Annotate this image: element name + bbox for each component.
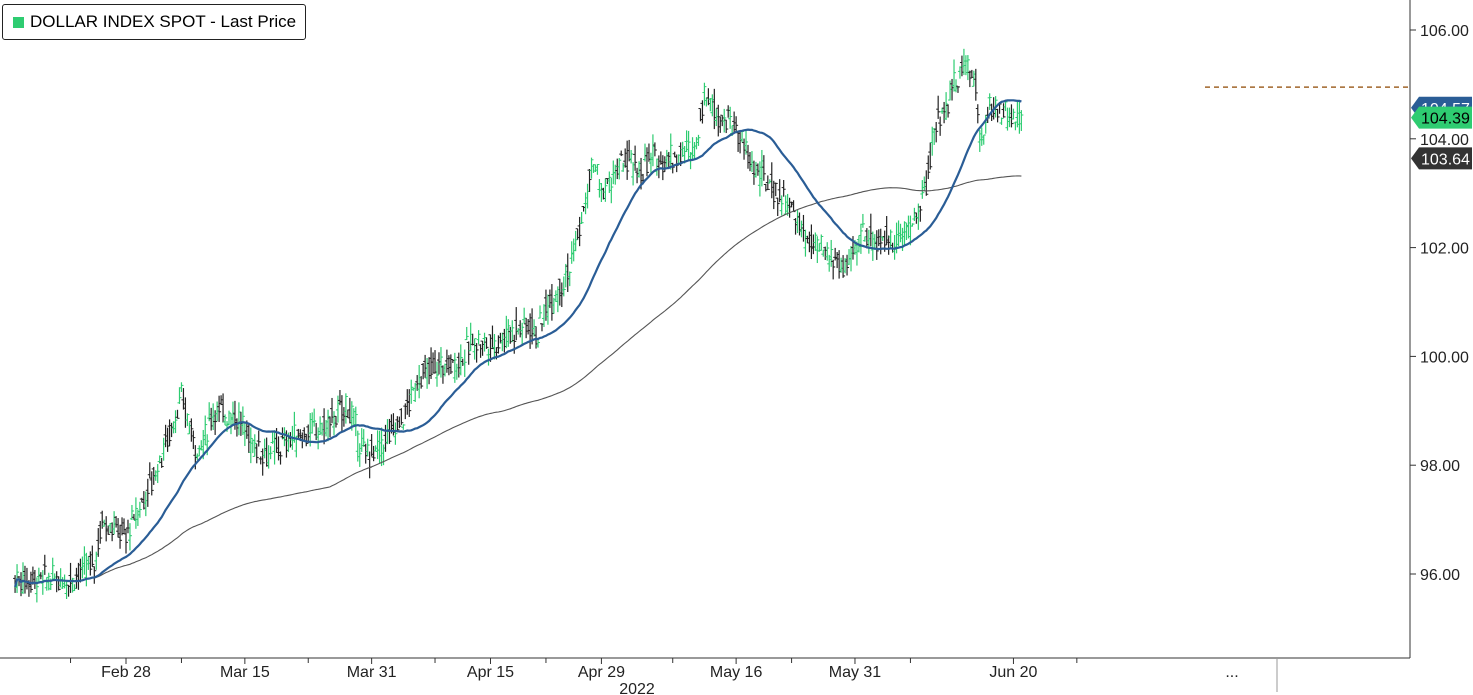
- x-tick-label: Feb 28: [101, 664, 151, 681]
- y-tick-label: 104.00: [1420, 132, 1469, 149]
- y-tick-label: 98.00: [1420, 458, 1460, 475]
- moving-average-short: [14, 99, 1022, 588]
- ma-long-label-text: 103.64: [1421, 151, 1470, 168]
- legend-swatch: [13, 16, 24, 28]
- last-price-label-text: 104.39: [1421, 111, 1470, 128]
- x-tick-label: May 31: [829, 664, 882, 681]
- moving-average-long: [14, 175, 1022, 588]
- x-year-label: 2022: [619, 681, 655, 695]
- y-tick-label: 100.00: [1420, 349, 1469, 366]
- y-tick-label: 106.00: [1420, 23, 1469, 40]
- chart-legend: DOLLAR INDEX SPOT - Last Price: [2, 4, 307, 40]
- x-tick-label: Jun 20: [989, 664, 1037, 681]
- x-tick-label: Mar 15: [220, 664, 270, 681]
- x-tick-label: Mar 31: [347, 664, 397, 681]
- x-tick-label: Apr 15: [467, 664, 514, 681]
- x-tick-label: Apr 29: [578, 664, 625, 681]
- last-price-label-box: [1411, 106, 1472, 129]
- y-tick-label: 102.00: [1420, 241, 1469, 258]
- legend-label: DOLLAR INDEX SPOT - Last Price: [30, 12, 297, 31]
- ma-long-label-box: [1411, 147, 1472, 170]
- x-tick-label: May 16: [710, 664, 763, 681]
- x-tick-label-ellipsis: ...: [1225, 664, 1238, 681]
- y-tick-label: 96.00: [1420, 567, 1460, 584]
